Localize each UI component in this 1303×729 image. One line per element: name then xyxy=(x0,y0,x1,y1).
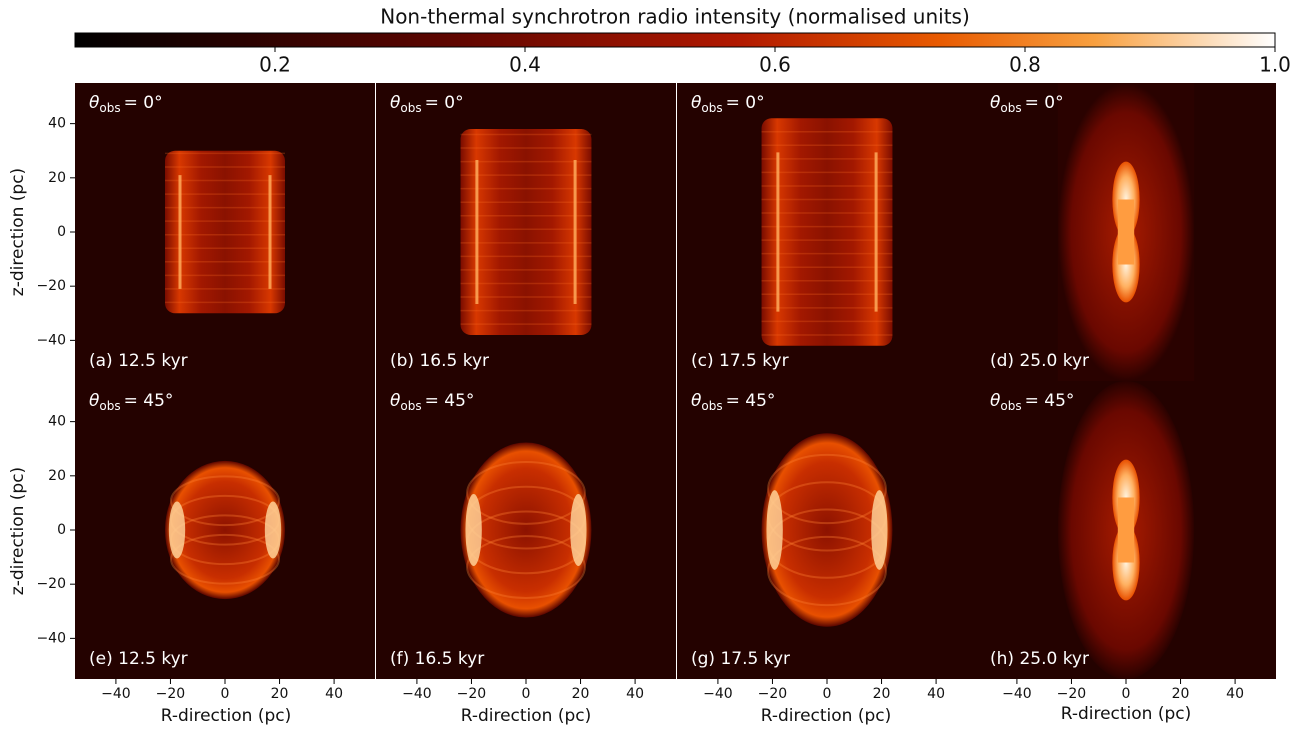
angle-value: = 45° xyxy=(425,391,475,411)
y-tick-label: 20 xyxy=(48,170,66,186)
y-tick-label: 40 xyxy=(48,414,66,430)
core xyxy=(1118,497,1134,562)
bright-edge xyxy=(265,502,281,559)
colorbar-title: Non-thermal synchrotron radio intensity … xyxy=(380,5,970,29)
x-tick-label: 40 xyxy=(325,686,343,702)
y-tick-label: −20 xyxy=(36,576,66,592)
angle-value: = 45° xyxy=(124,391,174,411)
core xyxy=(1118,199,1134,264)
y-tick-label: 40 xyxy=(48,116,66,132)
y-axis-label: z-direction (pc) xyxy=(8,467,28,595)
y-tick-label: 20 xyxy=(48,468,66,484)
y-tick-label: −40 xyxy=(36,630,66,646)
bright-edge xyxy=(169,502,185,559)
angle-subscript: obs xyxy=(99,101,120,115)
angle-subscript: obs xyxy=(99,399,120,413)
x-tick-label: −40 xyxy=(703,686,733,702)
x-tick-label: −40 xyxy=(1002,686,1032,702)
angle-subscript: obs xyxy=(400,101,421,115)
colorbar-tick-label: 0.2 xyxy=(259,53,291,77)
angle-symbol: θ xyxy=(89,391,100,411)
x-tick-label: 40 xyxy=(626,686,644,702)
x-tick-label: −20 xyxy=(156,686,186,702)
panel xyxy=(976,381,1276,679)
x-tick-label: −40 xyxy=(402,686,432,702)
angle-value: = 45° xyxy=(1025,391,1075,411)
panel xyxy=(376,83,676,381)
bright-edge xyxy=(766,490,782,570)
x-tick-label: 0 xyxy=(221,686,230,702)
x-tick-label: −20 xyxy=(457,686,487,702)
panel-label: (b) 16.5 kyr xyxy=(390,351,489,371)
angle-symbol: θ xyxy=(89,93,100,113)
x-tick-label: −40 xyxy=(101,686,131,702)
panel-label: (g) 17.5 kyr xyxy=(691,649,790,669)
colorbar-tick-label: 1.0 xyxy=(1259,53,1291,77)
angle-symbol: θ xyxy=(691,93,702,113)
angle-value: = 0° xyxy=(1025,93,1064,113)
x-axis-label: R-direction (pc) xyxy=(461,706,592,726)
angle-value: = 0° xyxy=(726,93,765,113)
bright-edge xyxy=(871,490,887,570)
angle-value: = 0° xyxy=(124,93,163,113)
angle-subscript: obs xyxy=(1000,399,1021,413)
angle-subscript: obs xyxy=(701,399,722,413)
angle-symbol: θ xyxy=(990,391,1001,411)
x-tick-label: −20 xyxy=(1057,686,1087,702)
angle-value: = 0° xyxy=(425,93,464,113)
angle-symbol: θ xyxy=(390,391,401,411)
y-tick-label: −40 xyxy=(36,332,66,348)
x-tick-label: 20 xyxy=(1172,686,1190,702)
y-tick-label: 0 xyxy=(57,224,66,240)
angle-symbol: θ xyxy=(990,93,1001,113)
panel xyxy=(677,83,977,381)
panel-label: (f) 16.5 kyr xyxy=(390,649,484,669)
angle-subscript: obs xyxy=(1000,101,1021,115)
panel-label: (e) 12.5 kyr xyxy=(89,649,188,669)
bright-edge xyxy=(570,494,586,566)
colorbar xyxy=(75,33,1275,47)
colorbar-tick-label: 0.4 xyxy=(509,53,541,77)
panel xyxy=(376,381,676,679)
x-tick-label: 40 xyxy=(927,686,945,702)
angle-symbol: θ xyxy=(691,391,702,411)
x-tick-label: −20 xyxy=(758,686,788,702)
panel-label: (c) 17.5 kyr xyxy=(691,351,789,371)
angle-subscript: obs xyxy=(400,399,421,413)
colorbar-tick-label: 0.6 xyxy=(759,53,791,77)
x-tick-label: 0 xyxy=(522,686,531,702)
x-tick-label: 20 xyxy=(873,686,891,702)
y-tick-label: 0 xyxy=(57,522,66,538)
figure: Non-thermal synchrotron radio intensity … xyxy=(0,0,1303,729)
panel xyxy=(75,83,375,381)
x-tick-label: 0 xyxy=(1122,686,1131,702)
panel xyxy=(976,83,1276,381)
bright-edge xyxy=(465,494,481,566)
angle-subscript: obs xyxy=(701,101,722,115)
x-tick-label: 0 xyxy=(823,686,832,702)
emission xyxy=(461,129,592,335)
colorbar-tick-label: 0.8 xyxy=(1009,53,1041,77)
x-tick-label: 40 xyxy=(1226,686,1244,702)
panel xyxy=(677,381,977,679)
x-axis-label: R-direction (pc) xyxy=(1061,704,1192,724)
x-tick-label: 20 xyxy=(271,686,289,702)
x-tick-label: 20 xyxy=(572,686,590,702)
y-tick-label: −20 xyxy=(36,278,66,294)
x-axis-label: R-direction (pc) xyxy=(761,706,892,726)
panel xyxy=(75,381,375,679)
panel-label: (d) 25.0 kyr xyxy=(990,351,1089,371)
x-axis-label: R-direction (pc) xyxy=(161,706,292,726)
angle-value: = 45° xyxy=(726,391,776,411)
emission xyxy=(762,118,893,346)
panel-label: (a) 12.5 kyr xyxy=(89,351,188,371)
panel-label: (h) 25.0 kyr xyxy=(990,649,1089,669)
y-axis-label: z-direction (pc) xyxy=(8,168,28,296)
angle-symbol: θ xyxy=(390,93,401,113)
